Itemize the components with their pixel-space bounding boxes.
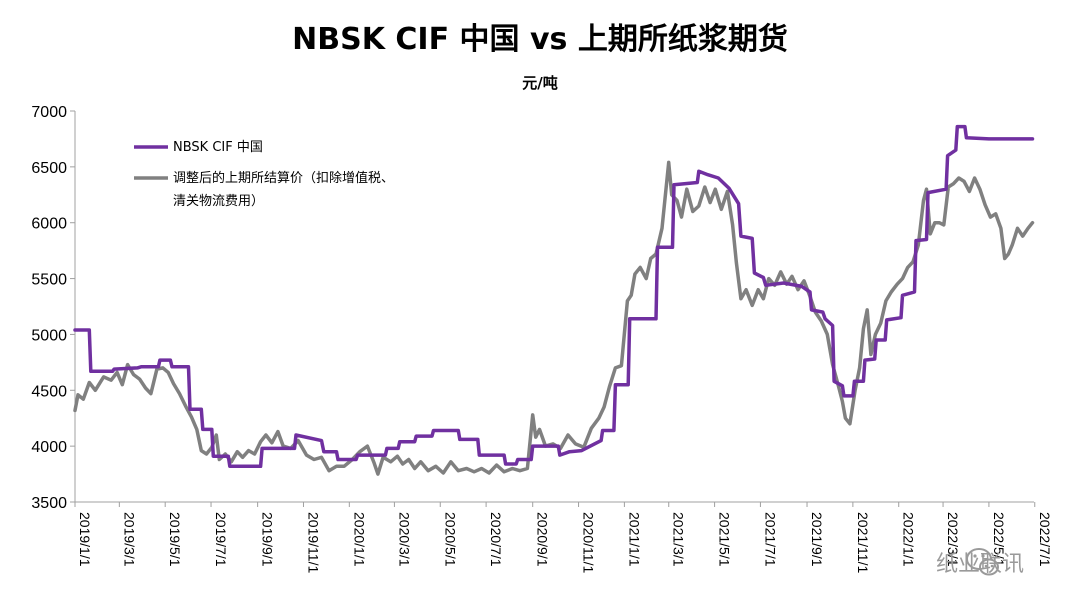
x-tick-label: 2021/3/1 — [671, 512, 687, 567]
x-tick-label: 2021/9/1 — [809, 512, 825, 567]
y-tick-label: 7000 — [31, 104, 67, 121]
x-tick-label: 2020/11/1 — [581, 512, 597, 573]
y-tick-label: 5000 — [31, 327, 67, 344]
watermark-text: 纸业联讯 — [936, 552, 1025, 577]
x-tick-label: 2019/7/1 — [213, 512, 229, 567]
x-tick-label: 2019/9/1 — [260, 512, 276, 567]
x-tick-label: 2020/7/1 — [488, 512, 504, 567]
x-tick-label: 2021/5/1 — [717, 512, 733, 567]
legend-label: 调整后的上期所结算价（扣除增值税、 — [173, 170, 394, 186]
unit-label: 元/吨 — [522, 74, 558, 92]
y-tick-label: 3500 — [31, 495, 67, 512]
wechat-logo-icon — [966, 548, 999, 576]
x-tick-label: 2019/11/1 — [305, 512, 321, 573]
x-tick-label: 2022/1/1 — [901, 512, 917, 567]
y-tick-label: 5500 — [31, 272, 67, 289]
x-tick-label: 2021/11/1 — [855, 512, 871, 573]
x-tick-label: 2022/7/1 — [1037, 512, 1053, 567]
series-layer — [73, 124, 1035, 476]
y-tick-label: 6000 — [31, 216, 67, 233]
series-line-0 — [73, 124, 1035, 469]
x-tick-label: 2021/1/1 — [626, 512, 642, 567]
y-tick-label: 4500 — [31, 383, 67, 400]
x-tick-label: 2020/5/1 — [442, 512, 458, 567]
x-tick-label: 2020/1/1 — [351, 512, 367, 567]
legend-label: NBSK CIF 中国 — [173, 140, 263, 155]
x-tick-label: 2021/7/1 — [762, 512, 778, 567]
y-tick-label: 4000 — [31, 439, 67, 456]
x-tick-label: 2022/5/1 — [991, 512, 1007, 567]
x-tick-label: 2019/1/1 — [77, 512, 93, 567]
x-tick-label: 2019/3/1 — [121, 512, 137, 567]
x-tick-label: 2019/5/1 — [167, 512, 183, 567]
x-tick-label: 2020/3/1 — [396, 512, 412, 567]
chart-title: NBSK CIF 中国 vs 上期所纸浆期货 — [292, 22, 788, 57]
legend-label: 清关物流费用） — [173, 194, 264, 209]
y-tick-label: 6500 — [31, 160, 67, 177]
chart-axes: 3500 4000 4500 5000 5500 6000 6500 7000 2019/1/1… — [31, 104, 1052, 573]
x-tick-label: 2020/9/1 — [535, 512, 551, 567]
x-tick-label: 2022/3/1 — [945, 512, 961, 567]
